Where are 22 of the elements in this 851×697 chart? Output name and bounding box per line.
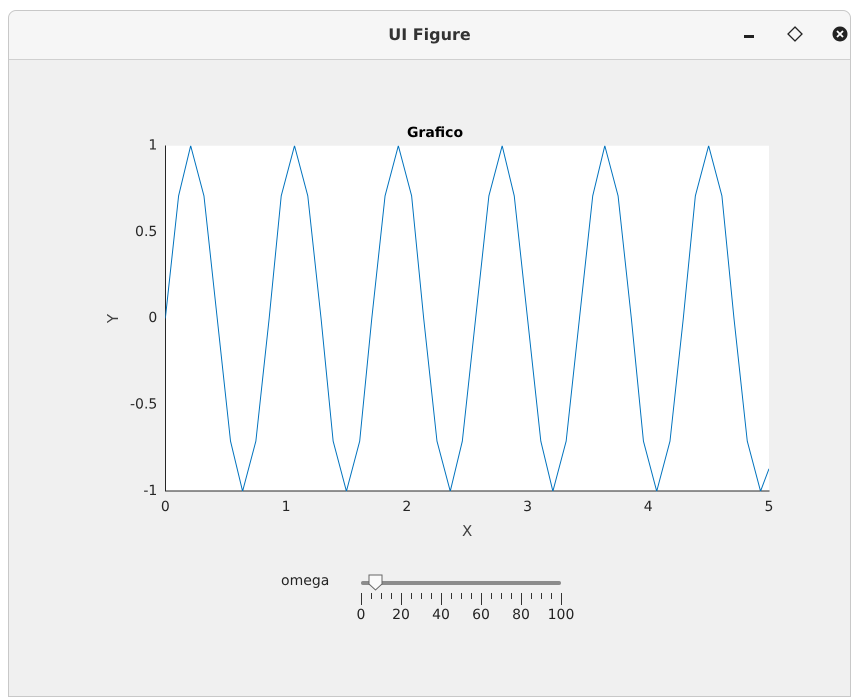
chart-title: Grafico (406, 125, 464, 142)
text: omega (281, 573, 330, 589)
x-tick-label: 0 (160, 499, 170, 516)
y-axis-title: Y (104, 313, 122, 324)
text: 0 (356, 607, 366, 623)
x-tick-label: 4 (644, 499, 653, 516)
text: 60 (471, 607, 491, 623)
text: 80 (511, 607, 531, 623)
x-tick-label: 5 (764, 499, 774, 516)
y-tick-label: 0 (148, 310, 158, 326)
x-tick-label: 3 (523, 499, 532, 516)
text: UI Figure (387, 25, 472, 44)
x-tick-label: 2 (402, 499, 412, 516)
x-axis-title: X (462, 522, 472, 540)
x-tick-label: 1 (282, 499, 291, 516)
y-tick-label: -0.5 (130, 396, 158, 412)
y-tick-label: -1 (143, 482, 158, 499)
text: 40 (431, 607, 451, 623)
y-tick-label: 0.5 (135, 224, 158, 240)
text: 100 (546, 607, 576, 623)
y-tick-label: 1 (148, 137, 158, 154)
text: 20 (391, 607, 411, 623)
